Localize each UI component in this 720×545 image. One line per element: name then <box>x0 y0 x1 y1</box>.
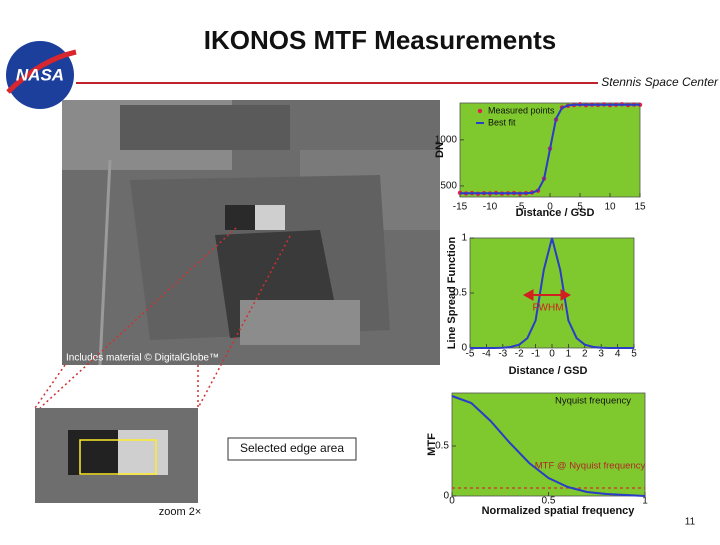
legend-label: Best fit <box>488 117 516 127</box>
photo-credit: Includes material © DigitalGlobe™ <box>66 353 219 364</box>
aerial-photo <box>62 100 440 366</box>
page-number: 11 <box>685 517 696 528</box>
data-line <box>460 103 640 195</box>
plot-area <box>469 237 635 349</box>
y-tick-label: 0.5 <box>453 288 467 299</box>
y-tick-label: 1 <box>461 233 467 244</box>
fwhm-head <box>560 289 572 301</box>
legend-label: Measured points <box>488 105 555 115</box>
x-tick-label: 1 <box>566 349 572 360</box>
x-tick-label: 10 <box>604 202 616 213</box>
x-tick-label: -1 <box>531 349 540 360</box>
slide-title: IKONOS MTF Measurements <box>204 25 557 55</box>
x-tick-label: 5 <box>577 202 583 213</box>
plot-area <box>451 392 646 497</box>
y-axis-label: MTF <box>426 433 438 456</box>
y-tick-label: 0 <box>461 343 467 354</box>
selection-label: Selected edge area <box>240 441 344 455</box>
x-tick-label: 0.5 <box>542 496 556 507</box>
header-center: Stennis Space Center <box>601 75 719 89</box>
x-tick-label: 2 <box>582 349 588 360</box>
y-tick-label: 1000 <box>435 135 458 146</box>
x-axis-label: Distance / GSD <box>516 207 595 219</box>
legend-marker <box>477 108 483 114</box>
x-tick-label: -5 <box>466 349 475 360</box>
y-tick-label: 500 <box>440 181 457 192</box>
logo-swoosh <box>6 49 77 94</box>
x-tick-label: 5 <box>631 349 637 360</box>
x-axis-label: Normalized spatial frequency <box>482 505 636 517</box>
x-tick-label: -3 <box>498 349 507 360</box>
annotation: Nyquist frequency <box>555 396 631 407</box>
logo-text: NASA <box>16 65 64 84</box>
x-tick-label: 0 <box>547 202 553 213</box>
x-tick-label: 4 <box>615 349 621 360</box>
zoom-label: zoom 2× <box>159 506 202 518</box>
annotation: FWHM <box>532 303 563 314</box>
data-line <box>451 395 646 497</box>
connector-lines <box>34 227 291 409</box>
x-tick-label: 3 <box>598 349 604 360</box>
y-tick-label: 0.5 <box>435 441 449 452</box>
x-tick-label: 15 <box>634 202 646 213</box>
x-tick-label: -2 <box>515 349 524 360</box>
x-tick-label: -10 <box>483 202 498 213</box>
x-tick-label: 1 <box>642 496 648 507</box>
x-tick-label: 0 <box>549 349 555 360</box>
y-tick-label: 0 <box>443 491 449 502</box>
x-tick-label: -5 <box>516 202 525 213</box>
y-axis-label: Line Spread Function <box>446 236 458 349</box>
zoom-inset <box>35 408 198 503</box>
y-axis-label: DN <box>434 142 446 158</box>
selection-box <box>227 437 357 461</box>
x-tick-label: -4 <box>482 349 491 360</box>
annotation: MTF @ Nyquist frequency <box>535 461 646 472</box>
data-line <box>470 237 634 349</box>
fwhm-arrow <box>522 289 572 301</box>
x-tick-label: -15 <box>453 202 468 213</box>
fwhm-head <box>522 289 534 301</box>
x-axis-label: Distance / GSD <box>509 365 588 377</box>
x-tick-label: 0 <box>449 496 455 507</box>
